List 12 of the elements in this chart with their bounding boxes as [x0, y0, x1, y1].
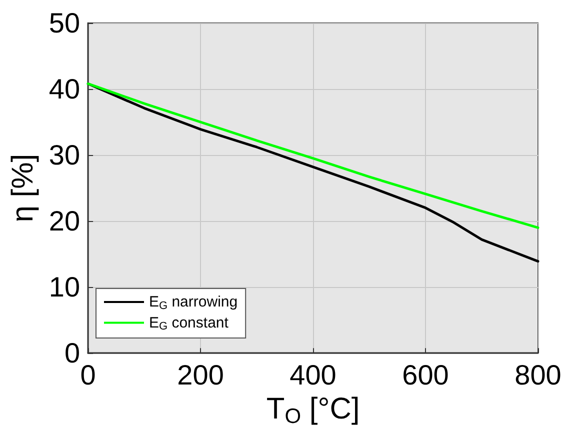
x-tick-label: 400 — [290, 360, 336, 391]
y-tick-label: 40 — [48, 74, 80, 105]
y-tick-label: 50 — [48, 8, 80, 38]
y-tick-label: 10 — [48, 272, 80, 303]
x-tick-label: 800 — [514, 360, 562, 391]
y-tick-label: 20 — [48, 206, 80, 237]
x-tick-label: 600 — [402, 360, 449, 391]
y-tick-label: 0 — [64, 338, 80, 369]
y-axis-title: η [%] — [6, 154, 40, 222]
y-tick-label: 30 — [48, 140, 80, 171]
x-tick-label: 200 — [177, 360, 224, 391]
line-series — [86, 82, 540, 229]
